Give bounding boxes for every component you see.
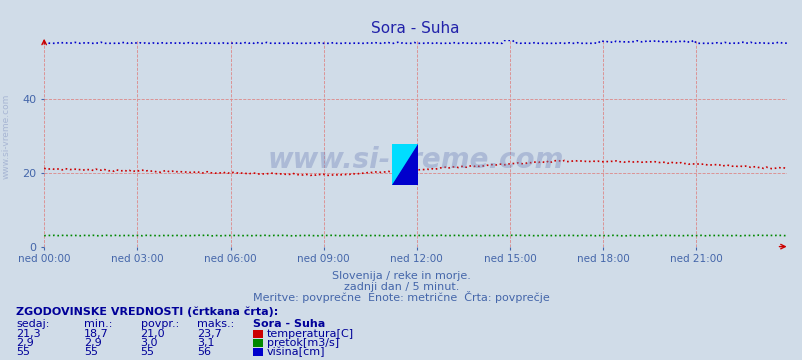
- Polygon shape: [391, 144, 418, 185]
- Text: 55: 55: [140, 347, 154, 357]
- Text: 2,9: 2,9: [84, 338, 102, 348]
- Text: 3,0: 3,0: [140, 338, 158, 348]
- Text: www.si-vreme.com: www.si-vreme.com: [267, 146, 563, 174]
- Text: 23,7: 23,7: [196, 329, 221, 339]
- Text: 55: 55: [16, 347, 30, 357]
- Text: pretok[m3/s]: pretok[m3/s]: [266, 338, 338, 348]
- Text: 56: 56: [196, 347, 210, 357]
- Text: sedaj:: sedaj:: [16, 319, 50, 329]
- Text: min.:: min.:: [84, 319, 112, 329]
- Text: 18,7: 18,7: [84, 329, 109, 339]
- Text: 55: 55: [84, 347, 98, 357]
- Text: www.si-vreme.com: www.si-vreme.com: [2, 94, 11, 180]
- Polygon shape: [391, 144, 418, 185]
- Text: Sora - Suha: Sora - Suha: [253, 319, 325, 329]
- Text: temperatura[C]: temperatura[C]: [266, 329, 353, 339]
- Text: Meritve: povprečne  Enote: metrične  Črta: povprečje: Meritve: povprečne Enote: metrične Črta:…: [253, 291, 549, 303]
- Text: Slovenija / reke in morje.: Slovenija / reke in morje.: [332, 271, 470, 281]
- Text: povpr.:: povpr.:: [140, 319, 179, 329]
- Text: maks.:: maks.:: [196, 319, 233, 329]
- Text: 21,0: 21,0: [140, 329, 165, 339]
- Text: 21,3: 21,3: [16, 329, 41, 339]
- Text: 3,1: 3,1: [196, 338, 214, 348]
- Text: zadnji dan / 5 minut.: zadnji dan / 5 minut.: [343, 282, 459, 292]
- Text: višina[cm]: višina[cm]: [266, 346, 325, 357]
- Text: ZGODOVINSKE VREDNOSTI (črtkana črta):: ZGODOVINSKE VREDNOSTI (črtkana črta):: [16, 306, 278, 317]
- Title: Sora - Suha: Sora - Suha: [371, 21, 460, 36]
- Text: 2,9: 2,9: [16, 338, 34, 348]
